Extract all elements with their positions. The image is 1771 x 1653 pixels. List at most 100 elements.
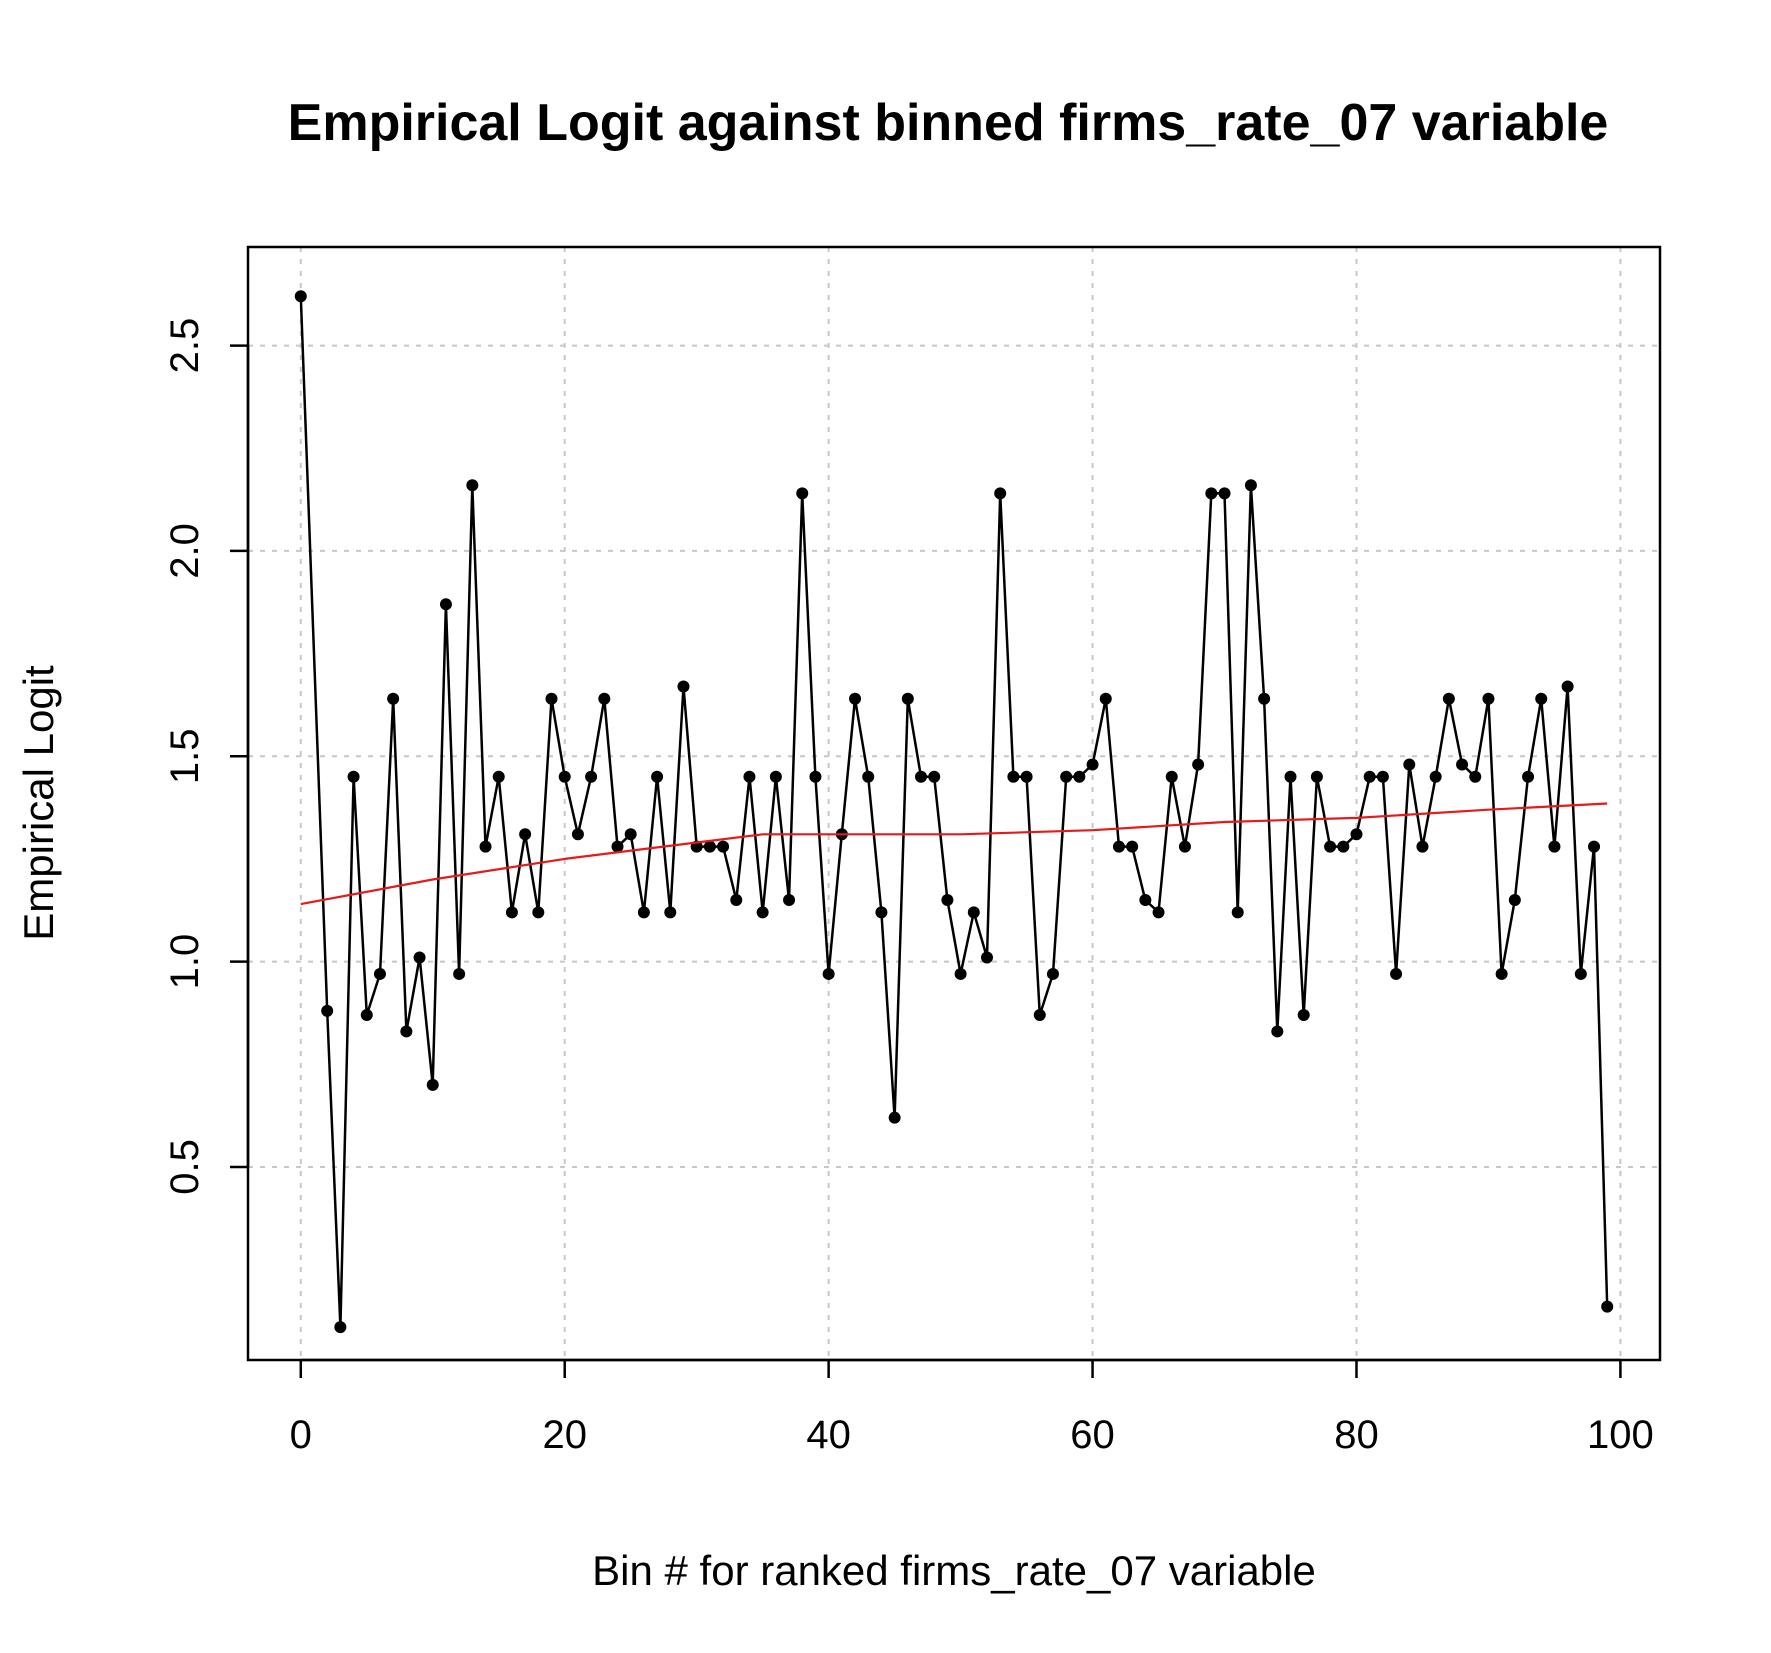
data-point — [1258, 692, 1271, 705]
data-point — [466, 479, 479, 492]
data-point — [373, 967, 386, 980]
data-point — [901, 692, 914, 705]
data-point — [585, 770, 598, 783]
data-point — [743, 770, 756, 783]
data-point — [1588, 840, 1601, 853]
data-point — [677, 680, 690, 693]
data-point — [1350, 828, 1363, 841]
data-point — [1508, 894, 1521, 907]
data-point — [875, 906, 888, 919]
data-point — [994, 487, 1007, 500]
data-point — [822, 967, 835, 980]
smoothed-trend-line — [300, 802, 1608, 906]
data-point — [730, 894, 743, 907]
data-point — [1178, 840, 1191, 853]
y-axis: 0.5 1.0 1.5 2.0 2.5 — [163, 318, 250, 1195]
data-point — [1601, 1300, 1614, 1313]
data-point — [717, 840, 730, 853]
data-point — [1271, 1025, 1284, 1038]
y-tick-label: 0.5 — [163, 1139, 207, 1195]
data-point — [571, 828, 584, 841]
data-point — [1548, 840, 1561, 853]
data-point — [1284, 770, 1297, 783]
data-point — [1416, 840, 1429, 853]
y-tick-label: 2.5 — [163, 318, 207, 374]
data-point — [941, 894, 954, 907]
data-point — [1310, 770, 1323, 783]
plot-frame — [246, 245, 1662, 1362]
data-point — [413, 951, 426, 964]
x-tick-label: 80 — [1334, 1413, 1379, 1457]
data-point — [1126, 840, 1139, 853]
data-point — [1205, 487, 1218, 500]
data-point — [1218, 487, 1231, 500]
data-point — [1007, 770, 1020, 783]
data-point — [1165, 770, 1178, 783]
x-tick-label: 100 — [1587, 1413, 1654, 1457]
x-tick-label: 60 — [1070, 1413, 1115, 1457]
data-point — [505, 906, 518, 919]
data-point — [783, 894, 796, 907]
data-point — [1522, 770, 1535, 783]
data-point — [598, 692, 611, 705]
x-tick-label: 40 — [806, 1413, 851, 1457]
y-tick-label: 1.5 — [163, 728, 207, 784]
data-point — [756, 906, 769, 919]
data-point — [1442, 692, 1455, 705]
data-point — [1482, 692, 1495, 705]
data-point — [1429, 770, 1442, 783]
data-point — [426, 1078, 439, 1091]
data-point — [321, 1004, 334, 1017]
data-point — [1244, 479, 1257, 492]
data-point — [1535, 692, 1548, 705]
data-point — [796, 487, 809, 500]
data-point — [1403, 758, 1416, 771]
data-point — [1574, 967, 1587, 980]
data-point — [954, 967, 967, 980]
data-point — [1495, 967, 1508, 980]
data-point — [1363, 770, 1376, 783]
data-point — [703, 840, 716, 853]
data-point — [1390, 967, 1403, 980]
y-tick-label: 2.0 — [163, 523, 207, 579]
data-point — [1192, 758, 1205, 771]
data-point — [1046, 967, 1059, 980]
data-point — [915, 770, 928, 783]
data-point — [888, 1111, 901, 1124]
data-point — [862, 770, 875, 783]
data-point — [1112, 840, 1125, 853]
data-point — [611, 840, 624, 853]
x-tick-label: 20 — [542, 1413, 587, 1457]
data-point — [532, 906, 545, 919]
empirical-logit-line — [299, 296, 1609, 1329]
data-point — [387, 692, 400, 705]
data-point — [1020, 770, 1033, 783]
data-point — [769, 770, 782, 783]
data-point — [1456, 758, 1469, 771]
data-point — [1376, 770, 1389, 783]
data-point — [1086, 758, 1099, 771]
x-axis-label: Bin # for ranked firms_rate_07 variable — [592, 1547, 1316, 1594]
data-point — [479, 840, 492, 853]
data-point — [980, 951, 993, 964]
data-point — [360, 1009, 373, 1022]
data-point — [967, 906, 980, 919]
data-point — [809, 770, 822, 783]
data-point — [347, 770, 360, 783]
data-point — [439, 598, 452, 611]
data-point — [849, 692, 862, 705]
series-layer — [294, 290, 1614, 1334]
data-point — [1469, 770, 1482, 783]
data-point — [294, 290, 307, 303]
data-point — [1099, 692, 1112, 705]
data-point — [664, 906, 677, 919]
data-point — [651, 770, 664, 783]
data-point — [1073, 770, 1086, 783]
data-point — [453, 967, 466, 980]
data-point — [1033, 1009, 1046, 1022]
data-point — [1231, 906, 1244, 919]
data-point — [637, 906, 650, 919]
data-point — [1324, 840, 1337, 853]
data-point — [1139, 894, 1152, 907]
